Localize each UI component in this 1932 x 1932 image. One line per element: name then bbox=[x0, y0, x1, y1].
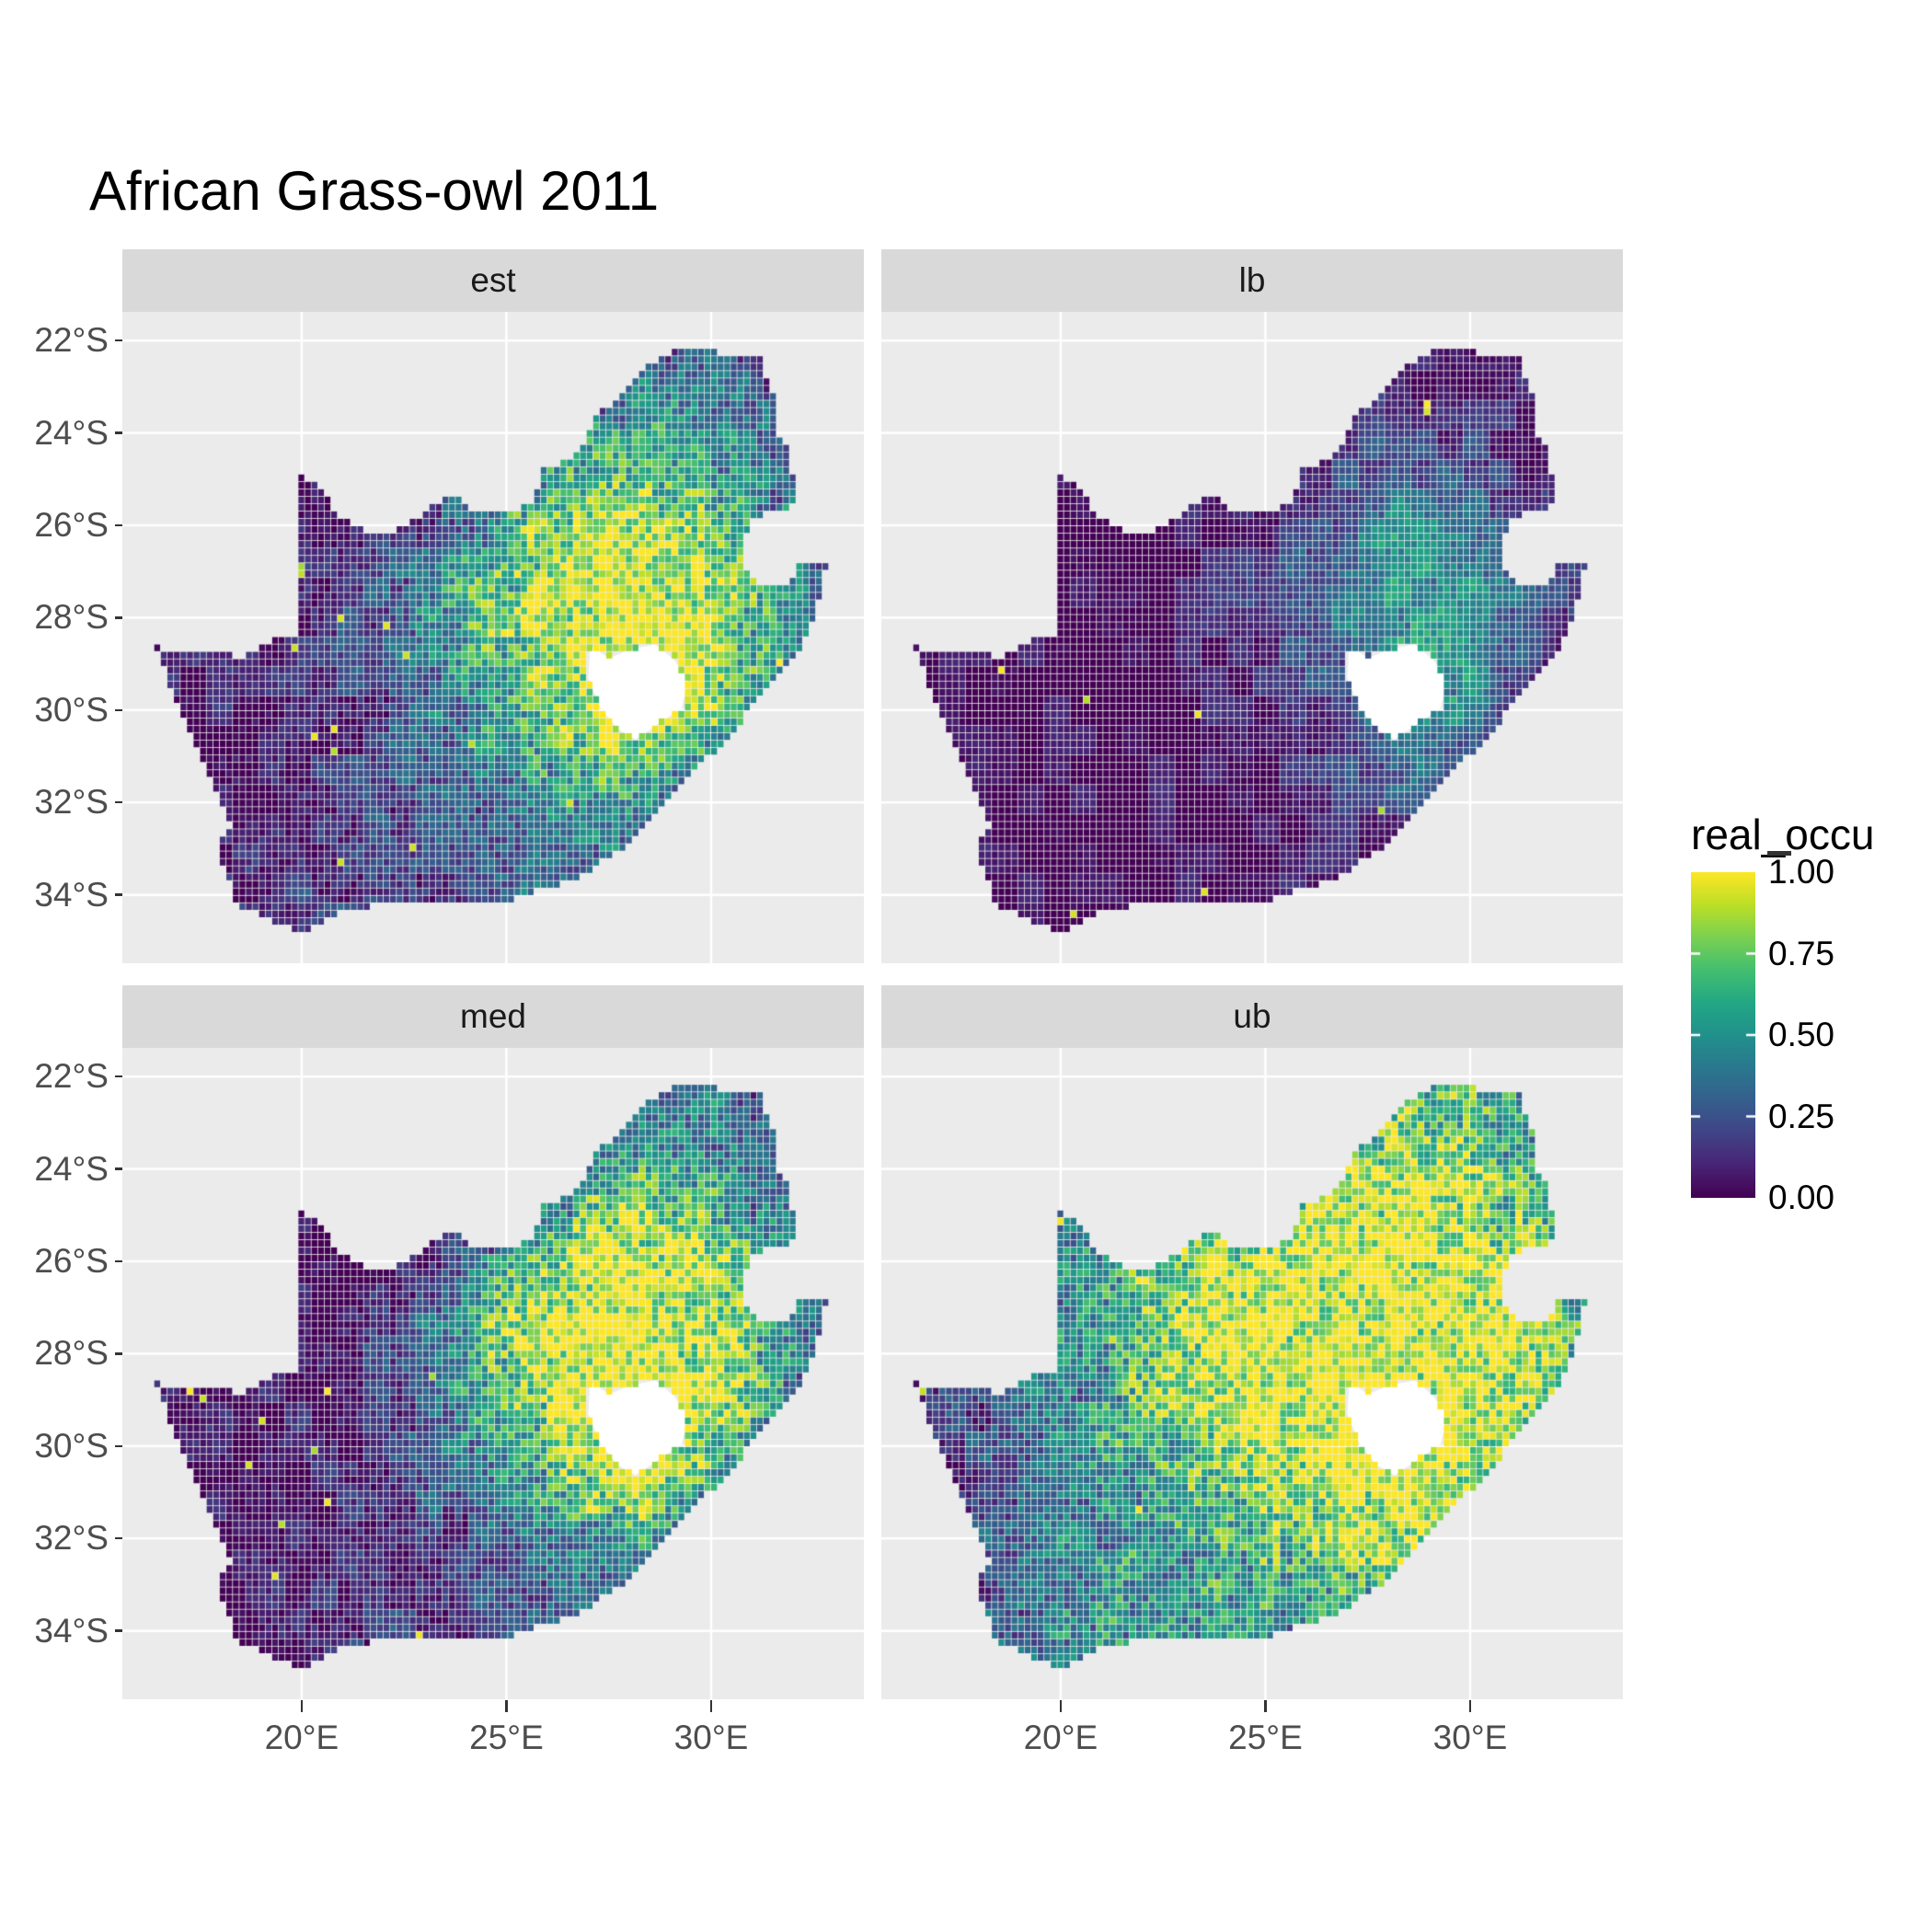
facet-strip-label: med bbox=[460, 997, 526, 1035]
map-canvas-med bbox=[122, 1048, 864, 1699]
map-canvas-ub bbox=[881, 1048, 1623, 1699]
y-tick-mark bbox=[115, 1075, 122, 1078]
facet-strip-lb: lb bbox=[881, 249, 1623, 312]
x-tick-mark bbox=[1468, 1700, 1472, 1712]
y-tick-mark bbox=[115, 1259, 122, 1263]
y-axis-label: 30°S bbox=[34, 1426, 109, 1465]
x-tick-mark bbox=[505, 1700, 508, 1712]
y-axis-label: 22°S bbox=[34, 1057, 109, 1096]
y-tick-mark bbox=[115, 1444, 122, 1448]
legend-tick-label: 1.00 bbox=[1768, 853, 1835, 891]
facet-strip-med: med bbox=[122, 985, 864, 1048]
plot-title: African Grass-owl 2011 bbox=[89, 160, 660, 222]
y-axis-label: 24°S bbox=[34, 413, 109, 452]
y-tick-mark bbox=[115, 801, 122, 804]
map-canvas-est bbox=[122, 312, 864, 963]
facet-strip-est: est bbox=[122, 249, 864, 312]
y-axis-label: 30°S bbox=[34, 690, 109, 729]
y-axis-label: 34°S bbox=[34, 1611, 109, 1650]
y-tick-mark bbox=[115, 616, 122, 619]
legend-tick-label: 0.75 bbox=[1768, 934, 1835, 972]
x-tick-mark bbox=[1059, 1700, 1063, 1712]
facet-strip-label: est bbox=[470, 261, 516, 299]
legend-colorbar bbox=[1691, 872, 1755, 1198]
y-axis-label: 26°S bbox=[34, 1241, 109, 1280]
legend-tick-label: 0.50 bbox=[1768, 1016, 1835, 1053]
x-axis-label: 30°E bbox=[1432, 1719, 1508, 1756]
y-tick-mark bbox=[115, 1167, 122, 1170]
map-panel-ub bbox=[881, 1048, 1623, 1699]
facet-strip-ub: ub bbox=[881, 985, 1623, 1048]
x-axis-label: 25°E bbox=[1228, 1719, 1303, 1756]
map-panel-est bbox=[122, 312, 864, 963]
x-tick-mark bbox=[709, 1700, 713, 1712]
y-tick-mark bbox=[115, 431, 122, 434]
y-axis-label: 34°S bbox=[34, 875, 109, 914]
facet-strip-label: ub bbox=[1233, 997, 1271, 1035]
legend-top-tick bbox=[1767, 851, 1791, 856]
y-tick-mark bbox=[115, 523, 122, 527]
y-axis-label: 28°S bbox=[34, 598, 109, 637]
map-canvas-lb bbox=[881, 312, 1623, 963]
x-axis-label: 20°E bbox=[264, 1719, 339, 1756]
x-tick-mark bbox=[300, 1700, 304, 1712]
y-tick-mark bbox=[115, 1629, 122, 1632]
map-panel-med bbox=[122, 1048, 864, 1699]
legend-title: real_occu bbox=[1691, 811, 1875, 858]
x-tick-mark bbox=[1264, 1700, 1267, 1712]
y-axis-label: 22°S bbox=[34, 321, 109, 360]
y-tick-mark bbox=[115, 893, 122, 896]
x-axis-label: 30°E bbox=[673, 1719, 749, 1756]
facet-strip-label: lb bbox=[1238, 261, 1266, 299]
y-tick-mark bbox=[115, 339, 122, 342]
y-axis-label: 32°S bbox=[34, 1519, 109, 1558]
x-axis-label: 25°E bbox=[469, 1719, 544, 1756]
y-axis-label: 32°S bbox=[34, 783, 109, 822]
legend-tick-label: 0.00 bbox=[1768, 1179, 1835, 1216]
y-tick-mark bbox=[115, 1537, 122, 1540]
legend-tick-label: 0.25 bbox=[1768, 1097, 1835, 1135]
y-axis-label: 26°S bbox=[34, 505, 109, 544]
map-panel-lb bbox=[881, 312, 1623, 963]
y-axis-label: 28°S bbox=[34, 1334, 109, 1373]
y-tick-mark bbox=[115, 708, 122, 712]
y-axis-label: 24°S bbox=[34, 1149, 109, 1188]
y-tick-mark bbox=[115, 1352, 122, 1355]
x-axis-label: 20°E bbox=[1023, 1719, 1098, 1756]
